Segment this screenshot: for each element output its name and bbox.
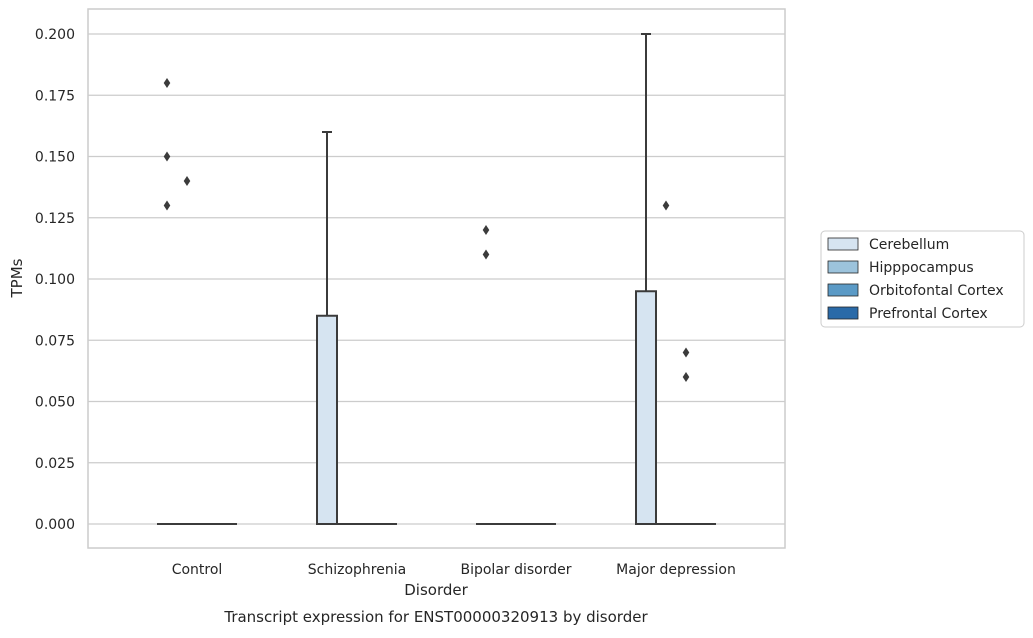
outlier-point bbox=[682, 347, 690, 358]
box-group bbox=[177, 176, 197, 525]
plot-frame bbox=[87, 8, 786, 549]
y-tick-label: 0.150 bbox=[35, 150, 75, 166]
legend-frame bbox=[820, 230, 1025, 328]
x-tick-label: Control bbox=[172, 562, 223, 578]
y-tick-label: 0.050 bbox=[35, 395, 75, 411]
y-tick-label: 0.100 bbox=[35, 272, 75, 288]
outlier-point bbox=[163, 151, 171, 162]
legend-label: Cerebellum bbox=[869, 237, 949, 253]
outlier-point bbox=[662, 200, 670, 211]
outlier-point bbox=[682, 372, 690, 382]
outlier-point bbox=[163, 78, 171, 88]
y-tick-label: 0.200 bbox=[35, 27, 75, 43]
box bbox=[635, 290, 657, 525]
box-group bbox=[656, 200, 676, 525]
box-group bbox=[676, 347, 696, 525]
legend-swatch bbox=[827, 237, 859, 251]
legend-swatch bbox=[827, 306, 859, 320]
legend-label: Hipppocampus bbox=[869, 260, 974, 276]
x-tick-label: Schizophrenia bbox=[308, 562, 406, 578]
y-tick-label: 0.175 bbox=[35, 88, 75, 104]
legend-swatch bbox=[827, 283, 859, 297]
y-tick-label: 0.075 bbox=[35, 333, 75, 349]
outlier-point bbox=[482, 249, 490, 260]
box-group bbox=[316, 131, 338, 525]
y-tick-label: 0.125 bbox=[35, 211, 75, 227]
box-group bbox=[635, 33, 657, 525]
outlier-point bbox=[163, 200, 171, 211]
x-tick-label: Major depression bbox=[616, 562, 736, 578]
box-group bbox=[476, 225, 496, 525]
box-group bbox=[157, 78, 177, 525]
x-tick-label: Bipolar disorder bbox=[460, 562, 571, 578]
legend-items: Cerebellum Hipppocampus Orbitofontal Corte… bbox=[827, 237, 1004, 322]
y-tick-labels: 0.000 0.025 0.050 0.075 0.100 0.125 0.150 0.175… bbox=[35, 27, 75, 533]
y-tick-label: 0.025 bbox=[35, 456, 75, 472]
y-axis-label: TPMs bbox=[8, 258, 26, 298]
x-axis-label: Disorder bbox=[404, 581, 468, 599]
grid-layer bbox=[88, 33, 785, 525]
legend: Cerebellum Hipppocampus Orbitofontal Corte… bbox=[820, 230, 1025, 328]
outlier-point bbox=[482, 225, 490, 235]
legend-label: Prefrontal Cortex bbox=[869, 306, 988, 322]
box bbox=[316, 314, 338, 525]
y-tick-label: 0.000 bbox=[35, 517, 75, 533]
outlier-point bbox=[183, 176, 191, 186]
legend-label: Orbitofontal Cortex bbox=[869, 283, 1004, 299]
x-tick-labels: Control Schizophrenia Bipolar disorder Majo… bbox=[172, 562, 736, 578]
legend-swatch bbox=[827, 260, 859, 274]
chart-title: Transcript expression for ENST0000032091… bbox=[223, 608, 648, 626]
box-layer bbox=[157, 33, 716, 525]
